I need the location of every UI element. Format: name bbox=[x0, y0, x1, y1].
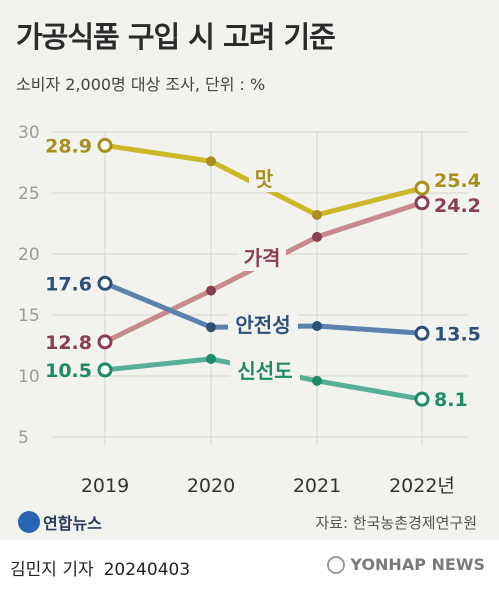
infographic-card: 가공식품 구입 시 고려 기준 소비자 2,000명 대상 조사, 단위 : %… bbox=[0, 0, 499, 540]
series-name-bg bbox=[228, 312, 298, 338]
x-tick-label: 2021 bbox=[293, 475, 341, 497]
data-label-end: 24.2 bbox=[434, 195, 481, 217]
data-point-endpoint bbox=[97, 362, 113, 378]
yonhap-logo: 연합뉴스 bbox=[18, 510, 102, 534]
data-label-start: 17.6 bbox=[45, 273, 92, 295]
data-point bbox=[206, 353, 216, 364]
chart-subtitle: 소비자 2,000명 대상 조사, 단위 : % bbox=[16, 75, 266, 94]
x-tick-label: 2022년 bbox=[389, 475, 455, 497]
data-point bbox=[312, 209, 322, 220]
data-labels: 28.9 25.4 맛 12.8 24.2 가격 17.6 13.5 안전성 10.5 8.1 신선도 bbox=[45, 135, 481, 411]
y-axis-ticks: 5 10 15 20 25 30 bbox=[18, 123, 40, 448]
series-name-bg bbox=[230, 358, 300, 384]
series-name-bg bbox=[249, 166, 279, 192]
data-label-start: 28.9 bbox=[45, 135, 92, 157]
data-point-endpoint bbox=[414, 325, 430, 341]
data-point bbox=[206, 285, 216, 296]
data-point-endpoint bbox=[97, 275, 113, 291]
data-label-end: 25.4 bbox=[434, 170, 481, 192]
source-note: 자료: 한국농촌경제연구원 bbox=[315, 514, 477, 532]
data-point-endpoint bbox=[414, 391, 430, 407]
data-point-endpoint bbox=[414, 180, 430, 196]
series-name-bg bbox=[238, 245, 286, 271]
data-point bbox=[206, 156, 216, 167]
x-tick-label: 2019 bbox=[81, 475, 129, 497]
series-name-label: 신선도 bbox=[237, 359, 292, 383]
data-point bbox=[206, 322, 216, 333]
chart-title: 가공식품 구입 시 고려 기준 bbox=[16, 20, 336, 54]
y-tick-label: 20 bbox=[18, 245, 40, 265]
x-axis-ticks: 2019 2020 2021 2022년 bbox=[81, 475, 455, 497]
data-label-start: 10.5 bbox=[45, 360, 92, 382]
data-point-endpoint bbox=[97, 137, 113, 153]
data-label-end: 13.5 bbox=[434, 323, 481, 345]
data-label-end: 8.1 bbox=[434, 389, 468, 411]
y-tick-label: 10 bbox=[18, 367, 40, 387]
yonhap-logo-text: 연합뉴스 bbox=[43, 514, 102, 533]
data-point-endpoint bbox=[414, 195, 430, 211]
yonhap-logo-icon bbox=[18, 511, 40, 533]
agency-watermark: YONHAP NEWS bbox=[327, 555, 485, 574]
line-chart: 5 10 15 20 25 30 2019 2020 2021 2022년 28.9 25.4 맛 1… bbox=[18, 123, 481, 497]
data-point bbox=[312, 375, 322, 386]
data-label-start: 12.8 bbox=[45, 332, 92, 354]
series-name-label: 가격 bbox=[244, 246, 281, 270]
series-name-label: 맛 bbox=[255, 167, 274, 191]
agency-logo-icon bbox=[327, 555, 346, 574]
agency-name: YONHAP NEWS bbox=[350, 555, 485, 574]
credit: 김민지 기자 20240403 bbox=[10, 555, 190, 580]
data-point-endpoint bbox=[97, 334, 113, 350]
data-point bbox=[312, 231, 322, 242]
data-point bbox=[312, 320, 322, 331]
y-tick-label: 15 bbox=[18, 306, 40, 326]
y-tick-label: 25 bbox=[18, 184, 40, 204]
reporter-name: 김민지 기자 bbox=[10, 560, 94, 580]
series-name-label: 안전성 bbox=[235, 313, 290, 337]
x-tick-label: 2020 bbox=[187, 475, 235, 497]
credit-date: 20240403 bbox=[103, 560, 191, 580]
y-tick-label: 30 bbox=[18, 123, 40, 143]
footer: 김민지 기자 20240403 YONHAP NEWS bbox=[0, 540, 499, 596]
y-tick-label: 5 bbox=[18, 428, 29, 448]
